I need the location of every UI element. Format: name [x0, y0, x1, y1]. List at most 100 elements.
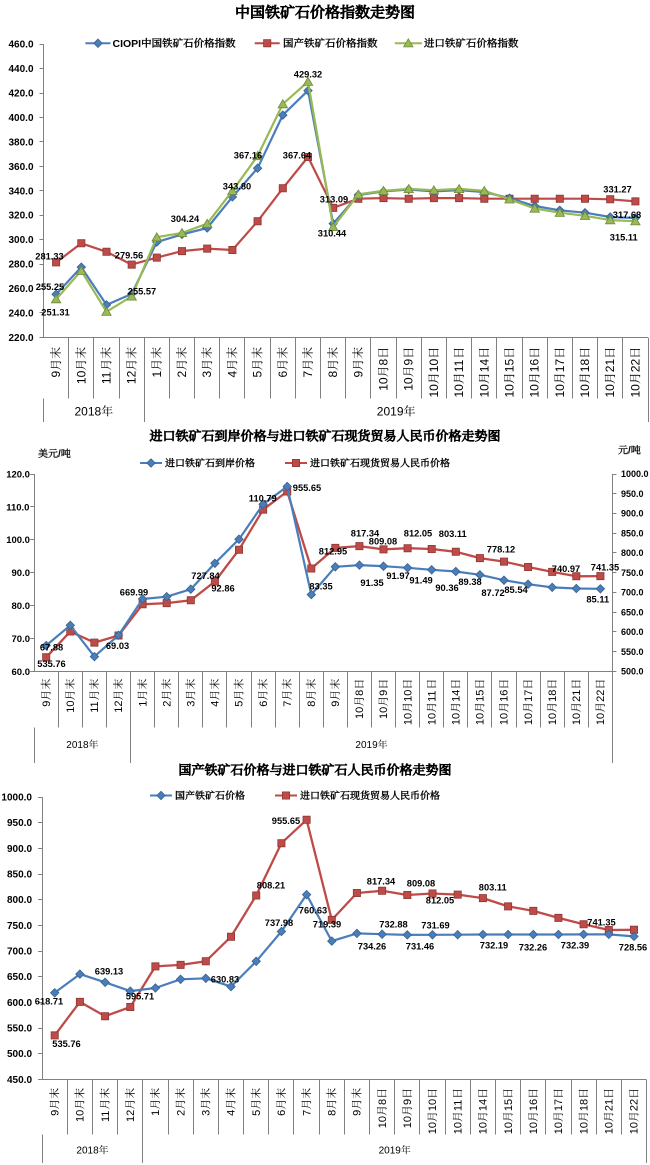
svg-text:731.46: 731.46	[406, 941, 434, 951]
svg-text:310.44: 310.44	[318, 228, 347, 238]
svg-text:9: 9	[330, 701, 342, 707]
svg-text:12: 12	[125, 370, 139, 384]
svg-text:10: 10	[402, 690, 414, 702]
svg-text:/: /	[58, 449, 61, 460]
svg-text:8: 8	[327, 1110, 339, 1116]
svg-text:650.0: 650.0	[621, 607, 644, 617]
svg-text:85.11: 85.11	[586, 594, 609, 604]
svg-text:535.76: 535.76	[52, 1039, 80, 1049]
svg-text:10: 10	[402, 377, 416, 391]
svg-text:11: 11	[452, 1100, 464, 1111]
svg-text:669.99: 669.99	[120, 587, 148, 597]
svg-text:630.83: 630.83	[211, 974, 239, 984]
svg-text:10: 10	[451, 713, 463, 725]
svg-text:10: 10	[571, 713, 583, 725]
svg-text:535.76: 535.76	[37, 659, 65, 669]
svg-text:809.08: 809.08	[407, 878, 435, 888]
svg-text:1000.0: 1000.0	[1, 793, 32, 804]
svg-text:2: 2	[161, 701, 173, 707]
svg-text:110.0: 110.0	[6, 502, 29, 513]
svg-text:803.11: 803.11	[439, 529, 467, 539]
svg-text:10: 10	[503, 1122, 515, 1134]
svg-text:900.0: 900.0	[7, 844, 32, 855]
svg-text:67.88: 67.88	[40, 642, 63, 652]
svg-text:300.0: 300.0	[9, 235, 34, 246]
svg-text:727.84: 727.84	[191, 571, 220, 581]
svg-text:1: 1	[150, 371, 164, 378]
svg-text:618.71: 618.71	[35, 996, 63, 1006]
svg-text:950.0: 950.0	[621, 489, 644, 499]
svg-text:313.09: 313.09	[320, 194, 348, 204]
svg-text:320.0: 320.0	[9, 211, 34, 222]
svg-text:440.0: 440.0	[9, 64, 34, 75]
svg-text:10: 10	[578, 384, 592, 398]
svg-text:10: 10	[478, 1122, 490, 1134]
svg-text:10: 10	[354, 707, 366, 719]
svg-text:240.0: 240.0	[9, 308, 34, 319]
svg-text:18: 18	[578, 1099, 590, 1111]
svg-text:4: 4	[225, 371, 239, 378]
svg-text:9: 9	[351, 371, 365, 378]
svg-text:500.0: 500.0	[621, 667, 644, 677]
svg-text:850.0: 850.0	[7, 870, 32, 881]
svg-text:8: 8	[377, 359, 391, 366]
svg-text:7: 7	[282, 701, 294, 707]
svg-text:2: 2	[175, 371, 189, 378]
svg-text:91.49: 91.49	[409, 575, 432, 585]
svg-text:340.0: 340.0	[9, 186, 34, 197]
svg-text:9: 9	[41, 701, 53, 707]
svg-text:1: 1	[150, 1110, 162, 1116]
svg-text:2019: 2019	[379, 1146, 402, 1157]
svg-text:15: 15	[475, 690, 487, 702]
svg-text:9: 9	[378, 690, 390, 696]
svg-text:450.0: 450.0	[7, 1075, 32, 1086]
svg-text:10: 10	[499, 713, 511, 725]
svg-text:10: 10	[75, 1110, 87, 1122]
svg-text:83.35: 83.35	[309, 581, 332, 591]
svg-text:120.0: 120.0	[6, 469, 30, 480]
svg-text:8: 8	[326, 371, 340, 378]
svg-text:1: 1	[137, 701, 149, 707]
svg-text:750.0: 750.0	[621, 568, 644, 578]
svg-text:950.0: 950.0	[7, 818, 32, 829]
svg-text:732.19: 732.19	[480, 940, 508, 950]
svg-text:5: 5	[234, 701, 246, 707]
svg-text:14: 14	[451, 690, 463, 702]
svg-text:750.0: 750.0	[7, 921, 32, 932]
svg-text:700.0: 700.0	[7, 947, 32, 958]
svg-text:6: 6	[276, 371, 290, 378]
svg-text:22: 22	[628, 359, 642, 373]
svg-text:10: 10	[603, 384, 617, 398]
svg-text:279.56: 279.56	[115, 250, 143, 260]
svg-text:550.0: 550.0	[621, 647, 644, 657]
svg-text:732.26: 732.26	[519, 942, 547, 952]
svg-text:10: 10	[629, 1122, 641, 1134]
svg-text:760.63: 760.63	[299, 905, 327, 915]
svg-text:2019: 2019	[377, 405, 404, 419]
svg-text:12: 12	[125, 1110, 137, 1122]
svg-text:91.97: 91.97	[386, 571, 409, 581]
svg-text:3: 3	[201, 1110, 213, 1116]
svg-text:10: 10	[65, 701, 77, 713]
svg-text:10: 10	[553, 384, 567, 398]
svg-text:92.86: 92.86	[211, 583, 234, 593]
svg-text:4: 4	[226, 1110, 238, 1116]
svg-text:/: /	[628, 446, 631, 457]
svg-text:600.0: 600.0	[621, 627, 644, 637]
svg-text:11: 11	[452, 359, 466, 372]
svg-text:14: 14	[477, 359, 491, 373]
svg-text:10: 10	[402, 713, 414, 725]
svg-text:15: 15	[503, 359, 517, 373]
svg-text:732.88: 732.88	[379, 919, 407, 929]
svg-text:367.16: 367.16	[234, 150, 262, 160]
svg-text:900.0: 900.0	[621, 509, 644, 519]
svg-text:2018: 2018	[75, 405, 102, 419]
svg-text:21: 21	[604, 1099, 616, 1111]
svg-text:16: 16	[528, 359, 542, 373]
svg-text:315.11: 315.11	[610, 232, 638, 242]
svg-text:10: 10	[477, 384, 491, 398]
svg-text:737.98: 737.98	[265, 918, 293, 928]
svg-text:6: 6	[258, 701, 270, 707]
svg-text:812.05: 812.05	[404, 528, 432, 538]
svg-text:800.0: 800.0	[621, 548, 644, 558]
